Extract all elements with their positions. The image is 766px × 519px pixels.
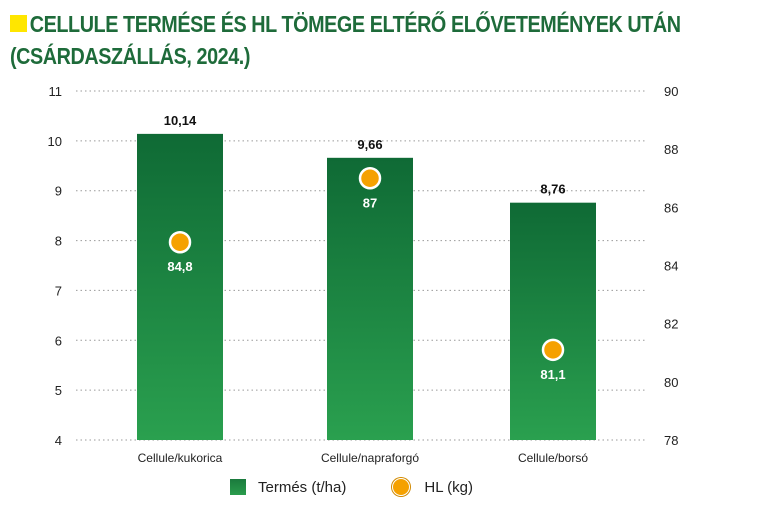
chart-legend: Termés (t/ha) HL (kg) bbox=[230, 476, 519, 498]
hl-value-label: 87 bbox=[363, 195, 377, 210]
legend-item-hl: HL (kg) bbox=[392, 478, 473, 496]
bar bbox=[327, 157, 413, 440]
y-left-tick-label: 10 bbox=[48, 134, 62, 149]
legend-yield-label: Termés (t/ha) bbox=[258, 478, 347, 496]
y-left-tick-label: 7 bbox=[55, 283, 62, 298]
y-left-tick-label: 9 bbox=[55, 184, 62, 199]
chart-title-line-1: CELLULE TERMÉSE ÉS HL TÖMEGE ELTÉRŐ ELŐV… bbox=[29, 11, 681, 37]
y-right-tick-label: 88 bbox=[664, 142, 678, 157]
hl-dot bbox=[168, 230, 192, 254]
y-right-tick-label: 86 bbox=[664, 200, 678, 215]
chart-title: CELLULE TERMÉSE ÉS HL TÖMEGE ELTÉRŐ ELŐV… bbox=[10, 8, 750, 72]
legend-item-yield: Termés (t/ha) bbox=[230, 479, 346, 496]
hl-value-label: 84,8 bbox=[167, 259, 192, 274]
y-left-tick-label: 8 bbox=[55, 234, 62, 249]
y-right-tick-label: 90 bbox=[664, 84, 678, 99]
y-right-tick-label: 84 bbox=[664, 259, 678, 274]
hl-dot bbox=[358, 167, 382, 190]
hl-value-label: 81,1 bbox=[540, 367, 565, 382]
hl-dot bbox=[541, 338, 565, 362]
y-left-tick-label: 4 bbox=[55, 433, 62, 448]
y-right-tick-label: 80 bbox=[664, 375, 678, 390]
y-right-tick-label: 78 bbox=[664, 433, 678, 448]
bar bbox=[510, 202, 596, 440]
y-left-tick-label: 11 bbox=[49, 84, 63, 99]
legend-dot-swatch bbox=[392, 478, 411, 496]
x-category-label: Cellule/napraforgó bbox=[321, 451, 419, 465]
bar-value-label: 9,66 bbox=[357, 137, 382, 152]
bar-value-label: 8,76 bbox=[540, 182, 565, 197]
y-left-tick-label: 6 bbox=[55, 333, 62, 348]
legend-bar-swatch bbox=[230, 479, 246, 495]
x-category-label: Cellule/kukorica bbox=[138, 451, 223, 465]
x-category-label: Cellule/borsó bbox=[518, 451, 588, 465]
y-left-tick-label: 5 bbox=[55, 383, 62, 398]
chart-title-line-2: (CSÁRDASZÁLLÁS, 2024.) bbox=[10, 43, 251, 69]
legend-hl-label: HL (kg) bbox=[424, 478, 473, 496]
y-right-tick-label: 82 bbox=[664, 317, 678, 332]
bar-value-label: 10,14 bbox=[164, 113, 197, 128]
title-marker-square bbox=[10, 15, 27, 32]
bar bbox=[137, 133, 223, 440]
